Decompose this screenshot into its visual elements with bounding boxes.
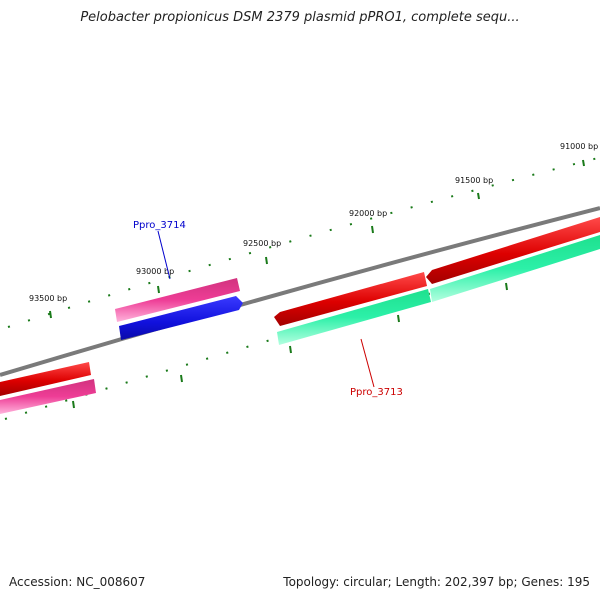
gene-bar-green-2[interactable] [430,235,600,302]
outer-minor-ticks [7,157,599,328]
gene-bar-green-1[interactable] [277,289,431,345]
inner-tick-track [4,244,600,420]
inner-tick-mark-3 [289,345,292,354]
inner-tick-mark-5 [72,400,75,409]
topology-info-text: Topology: circular; Length: 202,397 bp; … [283,575,590,589]
tick-label-92000: 92000 bp [349,209,387,218]
leader-line-ppro-3714 [157,230,171,280]
tick-label-92500: 92500 bp [243,239,281,248]
gene-bar-red-left[interactable] [0,362,91,396]
outer-tick-track [7,157,599,328]
gene-label-ppro-3713[interactable]: Ppro_3713 [350,387,403,398]
tick-label-91000: 91000 bp [560,142,598,151]
gene-arrow-ppro-3713[interactable] [274,272,427,326]
inner-tick-mark-4 [180,374,183,383]
plasmid-backbone [0,206,600,377]
tick-label-93000: 93000 bp [136,267,174,276]
tick-label-91500: 91500 bp [455,176,493,185]
gene-arrow-blue[interactable] [119,296,243,340]
map-title: Pelobacter propionicus DSM 2379 plasmid … [80,10,520,25]
gene-bar-ppro-3714[interactable] [115,278,240,322]
tick-mark-91000 [582,159,585,167]
tick-mark-93500 [49,310,52,319]
gene-label-ppro-3714[interactable]: Ppro_3714 [133,220,186,231]
tick-label-93500: 93500 bp [29,294,67,303]
gene-bar-pink-left[interactable] [0,379,96,414]
accession-text: Accession: NC_008607 [9,575,146,589]
tick-mark-92000 [371,225,374,234]
inner-tick-mark-1 [505,282,508,291]
inner-tick-mark-2 [397,314,400,323]
tick-mark-93000 [157,285,160,294]
gene-arrow-red-right[interactable] [426,217,600,284]
tick-mark-92500 [265,256,268,265]
tick-mark-91500 [477,192,480,200]
leader-line-ppro-3713 [360,338,375,388]
